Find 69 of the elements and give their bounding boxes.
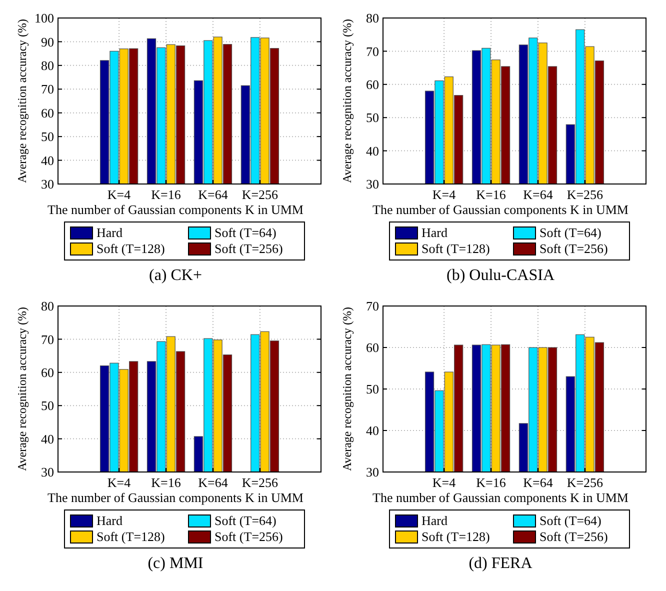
legend-label: Hard: [422, 513, 448, 528]
legend-label: Soft (T=256): [540, 241, 608, 256]
y-tick-label: 60: [41, 105, 54, 120]
y-tick-label: 40: [366, 423, 379, 438]
legend-label: Hard: [422, 225, 448, 240]
y-tick-label: 80: [41, 298, 54, 314]
text: (b) Oulu-CASIA: [446, 267, 555, 284]
x-axis-title: The number of Gaussian components K in UMM: [372, 202, 629, 217]
x-tick-label: K=256: [242, 475, 279, 490]
x-tick-label: K=64: [198, 187, 228, 202]
x-axis-title: The number of Gaussian components K in UMM: [48, 202, 304, 217]
y-tick-label: 70: [41, 82, 54, 97]
y-tick-label: 50: [366, 382, 379, 397]
legend-label: Soft (T=128): [422, 529, 490, 544]
y-tick-label: 50: [41, 398, 54, 414]
x-tick-label: K=16: [476, 475, 506, 490]
legend-label: Hard: [96, 225, 123, 240]
x-tick-label: K=256: [566, 475, 604, 490]
y-tick-label: 60: [366, 340, 379, 356]
y-tick-label: 100: [34, 10, 54, 26]
y-tick-label: 30: [366, 176, 379, 192]
y-tick-label: 60: [366, 76, 379, 92]
y-tick-label: 40: [41, 431, 54, 446]
x-axis-title: The number of Gaussian components K in UMM: [372, 490, 629, 505]
legend-label: Soft (T=256): [214, 529, 283, 544]
text: (a) CK+: [148, 267, 202, 284]
y-tick-label: 50: [41, 129, 54, 144]
y-tick-label: 80: [366, 10, 379, 26]
legend-label: Soft (T=128): [96, 241, 165, 256]
x-tick-label: K=256: [566, 187, 604, 202]
text: (c) MMI: [148, 555, 204, 572]
text: (d) FERA: [468, 555, 533, 572]
y-tick-label: 40: [41, 152, 54, 168]
legend-label: Soft (T=64): [214, 225, 276, 240]
y-tick-label: 80: [41, 58, 54, 73]
y-tick-label: 60: [41, 364, 54, 380]
legend-label: Soft (T=64): [540, 225, 602, 240]
y-axis-title: Average recognition accuracy (%): [15, 306, 29, 472]
x-tick-label: K=256: [242, 187, 279, 202]
x-tick-label: K=4: [432, 187, 456, 202]
y-tick-label: 70: [366, 44, 379, 59]
legend-label: Soft (T=256): [540, 529, 608, 544]
y-tick-label: 40: [366, 143, 379, 158]
y-tick-label: 30: [41, 176, 54, 192]
x-tick-label: K=16: [151, 187, 182, 202]
legend-label: Soft (T=256): [214, 241, 283, 256]
legend-label: Soft (T=128): [422, 241, 490, 256]
y-tick-label: 30: [41, 464, 54, 480]
legend-label: Soft (T=64): [540, 513, 602, 528]
legend-label: Hard: [96, 513, 123, 528]
y-axis-title: Average recognition accuracy (%): [15, 18, 29, 184]
legend-label: Soft (T=128): [96, 529, 165, 544]
x-axis-title: The number of Gaussian components K in UMM: [48, 490, 304, 505]
x-tick-label: K=4: [107, 475, 132, 490]
x-tick-label: K=16: [476, 187, 506, 202]
x-tick-label: K=64: [523, 187, 554, 202]
x-tick-label: K=4: [107, 187, 132, 202]
y-tick-label: 90: [41, 34, 54, 50]
y-tick-label: 30: [366, 464, 379, 480]
x-tick-label: K=16: [151, 475, 182, 490]
legend-label: Soft (T=64): [214, 513, 276, 528]
x-tick-label: K=64: [198, 475, 228, 490]
y-tick-label: 70: [366, 298, 379, 314]
y-tick-label: 50: [366, 110, 379, 126]
x-tick-label: K=4: [432, 475, 456, 490]
y-axis-title: Average recognition accuracy (%): [340, 306, 354, 472]
y-axis-title: Average recognition accuracy (%): [340, 18, 354, 184]
y-tick-label: 70: [41, 332, 54, 347]
x-tick-label: K=64: [523, 475, 554, 490]
